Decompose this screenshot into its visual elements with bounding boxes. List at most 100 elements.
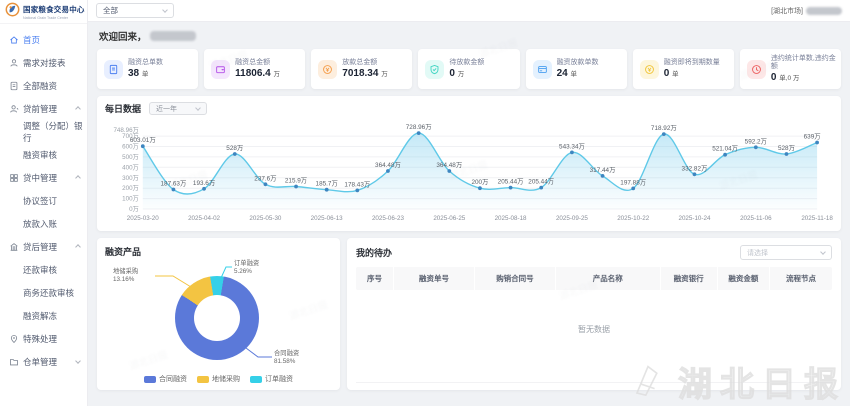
- user-icon: [9, 58, 19, 68]
- svg-text:500万: 500万: [122, 153, 139, 161]
- stat-cards-row: 融资总单数 38 单融资总金额 11806.4 万放款总金额 7018.34 万待放款…: [97, 49, 841, 90]
- stat-card-value: 0 单: [663, 68, 679, 80]
- svg-text:748.96万: 748.96万: [113, 126, 138, 134]
- sidebar-item-10[interactable]: 还款审核: [0, 258, 87, 281]
- top-header: 全部 [湖北市场]: [88, 0, 850, 22]
- todo-column-header-6: 流程节点: [786, 274, 817, 284]
- svg-text:603.01万: 603.01万: [130, 136, 156, 144]
- svg-text:197.88万: 197.88万: [620, 178, 646, 186]
- legend-swatch: [144, 375, 156, 383]
- donut-legend: 合同融资 地储采购 订单融资: [105, 374, 332, 384]
- sidebar-item-1[interactable]: 需求对接表: [0, 51, 87, 74]
- svg-text:592.2万: 592.2万: [745, 137, 767, 145]
- stat-card-0: 融资总单数 38 单: [97, 49, 199, 90]
- sidebar-item-label: 商务还款审核: [23, 287, 75, 298]
- logo-subtitle: National Grain Trade Center: [23, 14, 69, 20]
- sidebar-item-9[interactable]: 贷后管理: [0, 235, 87, 258]
- svg-text:205.44万: 205.44万: [498, 178, 524, 186]
- svg-text:2025-06-23: 2025-06-23: [372, 215, 404, 222]
- sidebar-item-label: 贷前管理: [23, 103, 58, 114]
- svg-text:215.9万: 215.9万: [285, 177, 307, 185]
- svg-text:187.63万: 187.63万: [161, 180, 187, 188]
- sidebar-item-6[interactable]: 贷中管理: [0, 166, 87, 189]
- svg-text:639万: 639万: [804, 133, 821, 141]
- svg-text:2025-11-18: 2025-11-18: [801, 215, 833, 222]
- svg-text:0万: 0万: [129, 205, 139, 213]
- svg-text:300万: 300万: [122, 174, 139, 182]
- pie-slice-label: 地储采购 13.16%: [113, 268, 139, 283]
- file-icon: [9, 81, 19, 91]
- svg-text:100万: 100万: [122, 195, 139, 203]
- market-filter-select[interactable]: 全部: [96, 3, 174, 18]
- stat-card-value: 7018.34 万: [342, 68, 388, 80]
- date-range-value: 近一年: [156, 105, 178, 113]
- todo-filter-select[interactable]: 请选择: [740, 245, 832, 261]
- sidebar-item-11[interactable]: 商务还款审核: [0, 281, 87, 304]
- svg-text:364.48万: 364.48万: [436, 161, 462, 169]
- svg-text:185.7万: 185.7万: [316, 180, 338, 188]
- grid-icon: [9, 173, 19, 183]
- sidebar-item-4[interactable]: 调整（分配）银行: [0, 120, 87, 143]
- daily-panel-title: 每日数据: [105, 104, 142, 115]
- sidebar-item-3[interactable]: 贷前管理: [0, 97, 87, 120]
- file-icon: [104, 59, 123, 79]
- daily-line-chart: 0万 100万 200万 300万 400万 500万 600万 700万 748.96万 202…: [105, 117, 833, 229]
- legend-item-1[interactable]: 地储采购: [197, 374, 240, 384]
- sidebar-item-12[interactable]: 融资解冻: [0, 304, 87, 327]
- date-range-select[interactable]: 近一年: [149, 102, 208, 116]
- stat-card-6: 违约统计单数,违约金额 0 单,0 万: [739, 49, 841, 90]
- stat-card-title: 放款总金额: [342, 59, 378, 67]
- sidebar-item-14[interactable]: 仓单管理: [0, 350, 87, 373]
- logo-title: 国家粮食交易中心: [23, 4, 85, 14]
- chevron-down-icon: [820, 248, 826, 255]
- market-filter-value: 全部: [103, 6, 118, 15]
- sidebar-item-5[interactable]: 融资审核: [0, 143, 87, 166]
- stat-card-title: 违约统计单数,违约金额: [770, 55, 836, 71]
- sidebar-item-label: 融资解冻: [23, 310, 58, 321]
- sidebar-menu: 首页 需求对接表 全部融资贷前管理调整（分配）银行 融资审核贷中管理协议签订 放款入账贷…: [0, 24, 87, 373]
- coin-icon: [318, 59, 338, 79]
- todo-column-header-4: 融资银行: [661, 267, 718, 291]
- sidebar-item-7[interactable]: 协议签订: [0, 189, 87, 212]
- svg-text:193.6万: 193.6万: [193, 179, 215, 187]
- todo-column-header-5: 融资金额: [718, 267, 771, 291]
- sidebar-item-0[interactable]: 首页: [0, 28, 87, 51]
- stat-card-title: 待放款金额: [449, 59, 485, 67]
- svg-text:543.34万: 543.34万: [559, 142, 585, 150]
- svg-text:2025-04-02: 2025-04-02: [188, 215, 220, 222]
- todo-column-header-2: 购销合同号: [475, 267, 556, 291]
- stat-card-1: 融资总金额 11806.4 万: [204, 49, 306, 90]
- logo: 国家粮食交易中心 National Grain Trade Center: [0, 0, 87, 24]
- donut-leader-lines: [155, 266, 272, 358]
- clock-icon: [746, 59, 766, 79]
- legend-item-0[interactable]: 合同融资: [144, 374, 187, 384]
- user-gear-icon: [9, 104, 19, 114]
- coin-icon: [639, 59, 659, 79]
- stat-card-value: 0 单,0 万: [770, 72, 800, 84]
- stat-card-5: 融资即将到期数量 0 单: [632, 49, 734, 90]
- svg-text:728.96万: 728.96万: [406, 123, 432, 131]
- todo-table-header: 序号 融资单号 购销合同号 产品名称 融资银行 融资金额 流程节点: [356, 267, 832, 291]
- pie-slice-label: 合同融资 81.58%: [274, 350, 300, 365]
- todo-column-header-3: 产品名称: [556, 267, 661, 291]
- sidebar-item-label: 贷中管理: [23, 172, 58, 183]
- svg-text:2025-10-22: 2025-10-22: [617, 215, 649, 222]
- products-donut-chart: 合同融资 81.58% 地储采购 13.16% 订单融资 5.26%: [105, 260, 332, 372]
- legend-swatch: [250, 375, 262, 383]
- main-content: 欢迎回来， 融资总单数 38 单融资总金额 11806.4 万放款总金额 7018.3…: [88, 22, 850, 406]
- sidebar-item-label: 还款审核: [23, 264, 58, 275]
- svg-text:2025-10-24: 2025-10-24: [678, 215, 710, 222]
- chevron-up-icon: [75, 243, 81, 250]
- legend-item-2[interactable]: 订单融资: [250, 374, 293, 384]
- sidebar-item-2[interactable]: 全部融资: [0, 74, 87, 97]
- sidebar-item-13[interactable]: 特殊处理: [0, 327, 87, 350]
- todo-panel: 我的待办 请选择 序号 融资单号 购销合同号 产品名称 融资银行 融资金额 流程节点 暂无数…: [347, 238, 841, 391]
- stat-card-value: 0 万: [449, 68, 465, 80]
- svg-text:400万: 400万: [122, 163, 139, 171]
- grain-center-logo-icon: [5, 2, 20, 22]
- sidebar-item-8[interactable]: 放款入账: [0, 212, 87, 235]
- shield-icon: [425, 59, 445, 79]
- svg-text:332.82万: 332.82万: [682, 164, 708, 172]
- stat-card-2: 放款总金额 7018.34 万: [311, 49, 413, 90]
